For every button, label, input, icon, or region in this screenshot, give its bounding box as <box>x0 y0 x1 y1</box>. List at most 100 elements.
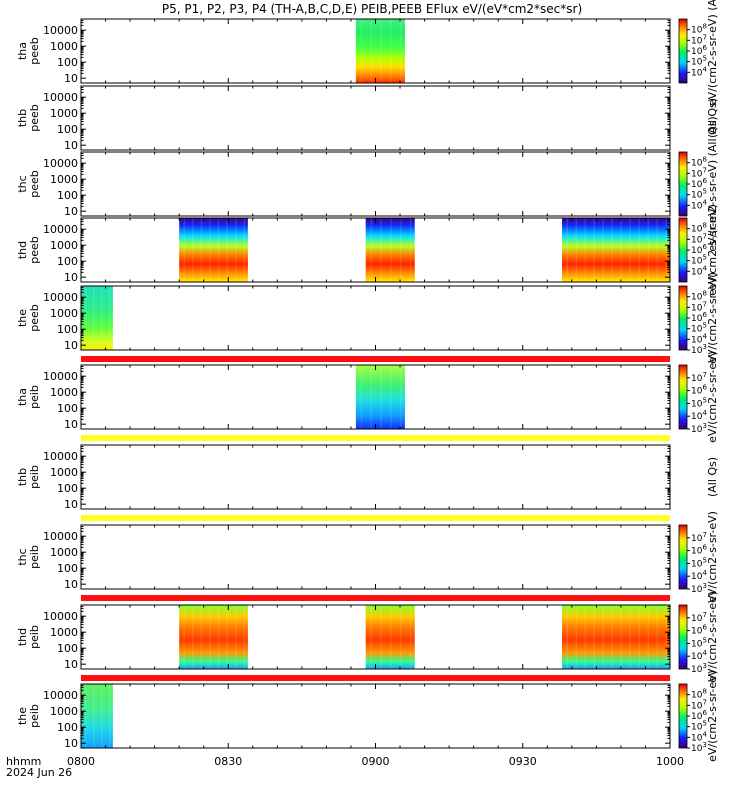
y-tick-label: 10 <box>64 658 78 671</box>
y-tick-label: 1000 <box>50 307 78 320</box>
x-caption-line1: hhmm <box>6 755 41 768</box>
spectrogram-stripe <box>665 605 668 669</box>
colorbar-tick-label: 106 <box>691 384 707 397</box>
colorbar-tick-label: 107 <box>691 166 707 179</box>
colorbar-the-peib <box>678 683 688 749</box>
colorbar-tick-label: 104 <box>691 409 707 422</box>
panel-label-product: peib <box>28 465 41 489</box>
spectrogram-stripe <box>192 605 194 669</box>
spectrogram-stripe <box>84 286 87 350</box>
y-tick-label: 1000 <box>50 40 78 53</box>
spectrogram-stripe <box>370 365 373 429</box>
y-tick-label: 100 <box>57 56 78 69</box>
spectrogram-stripe <box>584 218 587 282</box>
colorbar-tick-label: 104 <box>691 332 707 345</box>
y-tick-label: 10000 <box>43 689 78 702</box>
y-tick-label: 10000 <box>43 370 78 383</box>
panel-label-product: peeb <box>28 304 41 332</box>
spectrogram-stripe <box>638 605 641 669</box>
panel-thb-peib: 10000 1000 100 10 thb peib (All Qs) <box>16 444 719 511</box>
panel-label-probe: tha <box>16 42 29 60</box>
spectrogram-stripe <box>647 218 650 282</box>
y-tick-label: 10 <box>64 737 78 750</box>
panel-units-thb-peeb: (All Qs) <box>706 98 719 138</box>
spectrogram-stripe <box>217 605 220 669</box>
panel-label-probe: tha <box>16 388 29 406</box>
spectrogram-stripe <box>380 218 382 282</box>
spectrogram-stripe <box>566 605 569 669</box>
spectrogram-stripe <box>611 218 614 282</box>
spectrogram-stripe <box>593 605 596 669</box>
spectrogram-stripe <box>390 19 392 83</box>
spectrogram-stripe <box>602 218 605 282</box>
spectrogram-stripe <box>370 605 373 669</box>
colorbar-tick-label: 106 <box>691 243 707 256</box>
colorbar-tick-label: 107 <box>691 371 707 384</box>
panel-units-tha-peib: eV/(cm2-s-sr-eV) <box>706 351 719 443</box>
panel-units-tha-peeb: eV/(cm2-s-sr-eV) (Al <box>706 0 719 106</box>
figure-title: P5, P1, P2, P3, P4 (TH-A,B,C,D,E) PEIB,P… <box>162 2 582 16</box>
x-tick-label: 0830 <box>214 755 242 768</box>
spectrogram-stripe <box>217 218 220 282</box>
colorbar-tick-label: 105 <box>691 322 707 335</box>
panel-label-probe: thd <box>16 241 29 259</box>
flag-bars-group <box>81 356 670 681</box>
spectrogram-stripe <box>638 218 641 282</box>
colorbar-tick-label: 103 <box>691 422 707 435</box>
spectrogram-block-the-peib-0 <box>81 684 113 748</box>
panel-frame-thb-peeb <box>80 85 671 151</box>
colorbar-tick-label: 106 <box>691 624 707 637</box>
x-caption-line2: 2024 Jun 26 <box>6 766 72 779</box>
y-tick-label: 10 <box>64 205 78 218</box>
y-tick-label: 10000 <box>43 24 78 37</box>
colorbar-tick-label: 107 <box>691 611 707 624</box>
spectrogram-block-tha-peib-0 <box>355 365 405 429</box>
spectrogram-stripe <box>575 605 578 669</box>
y-tick-label: 100 <box>57 189 78 202</box>
colorbar-tha-peeb <box>678 18 688 84</box>
spectrogram-stripe <box>647 605 650 669</box>
y-tick-label: 10 <box>64 418 78 431</box>
panel-label-probe: the <box>16 309 29 327</box>
spectrogram-stripe <box>409 605 412 669</box>
colorbar-tick-label: 103 <box>691 582 707 595</box>
colorbar-tick-label: 105 <box>691 254 707 267</box>
panel-thb-peeb: 10000 1000 100 10 thb peeb (All Qs) <box>16 85 719 152</box>
panel-frame-thb-peib <box>80 444 671 510</box>
y-tick-label: 10000 <box>43 450 78 463</box>
colorbar-tick-label: 108 <box>691 222 707 235</box>
spectrogram-stripe <box>380 365 382 429</box>
panel-frame-the-peeb <box>80 285 671 351</box>
spectrogram-stripe <box>400 19 402 83</box>
colorbar-tick-label: 105 <box>691 188 707 201</box>
y-tick-label: 1000 <box>50 386 78 399</box>
colorbar-tick-label: 104 <box>691 65 707 78</box>
spectrogram-block-thd-peib-2 <box>562 605 670 669</box>
spectrogram-stripe <box>611 605 614 669</box>
y-tick-label: 1000 <box>50 705 78 718</box>
quality-flag-bar <box>81 595 670 601</box>
colorbar-tick-label: 104 <box>691 198 707 211</box>
x-tick-label: 1000 <box>656 755 684 768</box>
spectrogram-stripe <box>226 605 228 669</box>
panel-units-the-peeb: eV/(cm2-s-sr-eV) <box>706 272 719 364</box>
colorbar-tick-label: 103 <box>691 662 707 675</box>
panel-units-thc-peib: eV/(cm2-s-sr-eV) <box>706 511 719 603</box>
spectrogram-block-thd-peeb-2 <box>562 218 670 282</box>
y-tick-label: 10000 <box>43 223 78 236</box>
panel-label-probe: thd <box>16 628 29 646</box>
spectrogram-stripe <box>390 218 392 282</box>
y-tick-label: 100 <box>57 323 78 336</box>
spectrogram-stripe <box>92 286 95 350</box>
spectrogram-stripe <box>360 19 363 83</box>
y-tick-label: 10 <box>64 72 78 85</box>
spectrogram-block-thd-peib-0 <box>179 605 248 669</box>
colorbar-tick-label: 104 <box>691 649 707 662</box>
y-tick-label: 100 <box>57 402 78 415</box>
panel-label-probe: thc <box>16 175 29 192</box>
colorbar-tick-label: 108 <box>691 156 707 169</box>
